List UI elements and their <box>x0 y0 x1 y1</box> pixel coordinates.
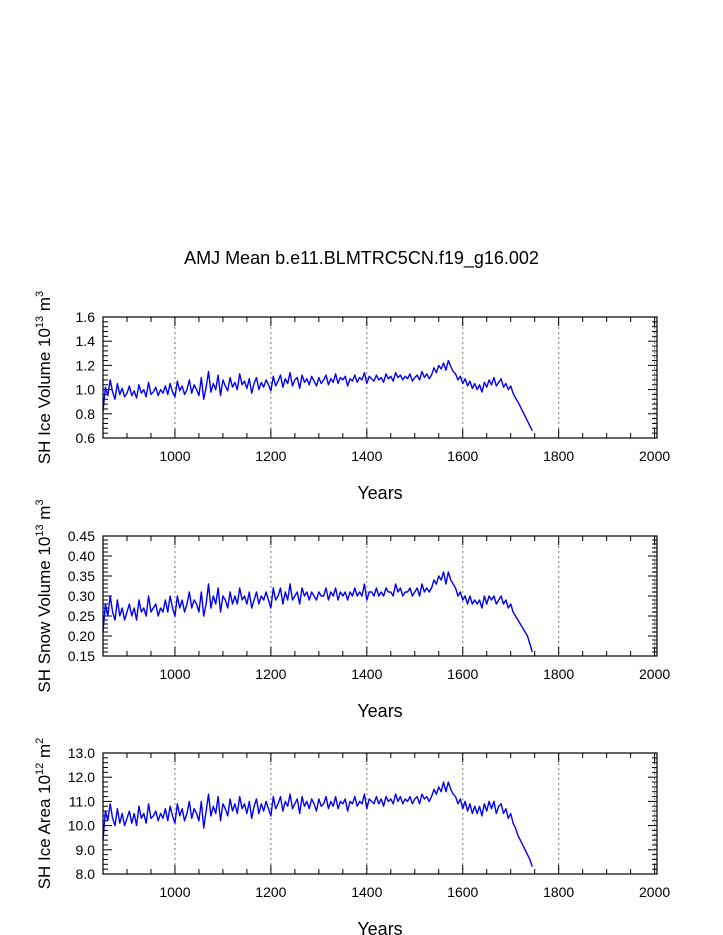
y-axis-label-unit: m <box>35 744 54 763</box>
x-tick-label: 1200 <box>255 884 286 900</box>
y-axis-label-exponent: 3 <box>34 291 46 297</box>
series-line <box>102 571 533 653</box>
y-tick-label: 1.4 <box>76 333 96 349</box>
y-tick-label: 1.2 <box>76 357 96 373</box>
x-tick-label: 1200 <box>255 448 286 464</box>
page-title: AMJ Mean b.e11.BLMTRC5CN.f19_g16.002 <box>184 248 539 268</box>
y-tick-label: 8.0 <box>76 866 96 882</box>
plot-frame <box>102 752 658 875</box>
x-axis-label: Years <box>357 483 402 503</box>
panel-1: 0.6 0.8 1.0 1.2 1.4 1.6 1000 1200 1400 1600 1800 20… <box>34 291 670 503</box>
y-tick-label: 11.0 <box>69 793 95 809</box>
y-axis-label-exponent: 13 <box>34 316 46 328</box>
y-axis-label-exponent: 3 <box>34 499 46 505</box>
y-axis-label: SH Ice Area 1012 m2 <box>34 738 54 890</box>
y-tick-label: 0.6 <box>76 430 96 446</box>
y-tick-label: 0.35 <box>68 568 95 584</box>
y-axis-label: SH Snow Volume 1013 m3 <box>34 499 54 692</box>
series-line <box>102 781 533 867</box>
y-tick-label: 0.30 <box>68 588 95 604</box>
x-tick-label: 2000 <box>639 666 670 682</box>
y-tick-label: 12.0 <box>68 769 95 785</box>
x-tick-label: 1400 <box>351 666 382 682</box>
y-tick-label: 0.40 <box>68 548 95 564</box>
y-tick-label: 13.0 <box>68 745 95 761</box>
x-tick-label: 1600 <box>447 448 478 464</box>
series-line <box>102 359 533 432</box>
x-tick-label: 1000 <box>159 884 190 900</box>
y-tick-label: 0.45 <box>68 528 95 544</box>
x-tick-label: 1600 <box>447 666 478 682</box>
x-tick-label: 1000 <box>159 448 190 464</box>
x-tick-label: 1800 <box>543 884 574 900</box>
y-axis-label-unit: m <box>35 297 54 316</box>
x-axis-label: Years <box>357 919 402 935</box>
y-axis-label-unit: m <box>35 506 54 525</box>
x-tick-label: 2000 <box>639 448 670 464</box>
y-axis-label-exponent: 13 <box>34 524 46 536</box>
x-tick-label: 1000 <box>159 666 190 682</box>
y-tick-label: 0.25 <box>68 608 95 624</box>
x-axis-label: Years <box>357 701 402 721</box>
y-axis-label: SH Ice Volume 1013 m3 <box>34 291 54 464</box>
x-tick-label: 1400 <box>351 884 382 900</box>
y-tick-label: 9.0 <box>76 842 96 858</box>
x-tick-label: 1800 <box>543 666 574 682</box>
y-axis-label-text: SH Snow Volume 10 <box>35 537 54 693</box>
y-axis-label-text: SH Ice Volume 10 <box>35 328 54 464</box>
y-tick-label: 1.6 <box>76 309 96 325</box>
y-tick-label: 1.0 <box>76 382 96 398</box>
y-tick-label: 10.0 <box>68 818 95 834</box>
y-axis-label-exponent: 12 <box>34 763 46 775</box>
y-tick-label: 0.20 <box>68 628 95 644</box>
y-axis-label-text: SH Ice Area 10 <box>35 775 54 889</box>
y-axis-label-exponent: 2 <box>34 738 46 744</box>
x-tick-label: 2000 <box>639 884 670 900</box>
plot-frame <box>102 316 658 439</box>
x-tick-label: 1200 <box>255 666 286 682</box>
x-tick-label: 1400 <box>351 448 382 464</box>
panel-2: 0.15 0.20 0.25 0.30 0.35 0.40 0.45 1000 1200 1400… <box>34 499 670 721</box>
plot-frame <box>102 535 658 657</box>
x-tick-label: 1800 <box>543 448 574 464</box>
panel-3: 8.0 9.0 10.0 11.0 12.0 13.0 1000 1200 1400 1600 18… <box>34 738 670 935</box>
y-tick-label: 0.8 <box>76 406 96 422</box>
y-tick-label: 0.15 <box>68 648 95 664</box>
x-tick-label: 1600 <box>447 884 478 900</box>
